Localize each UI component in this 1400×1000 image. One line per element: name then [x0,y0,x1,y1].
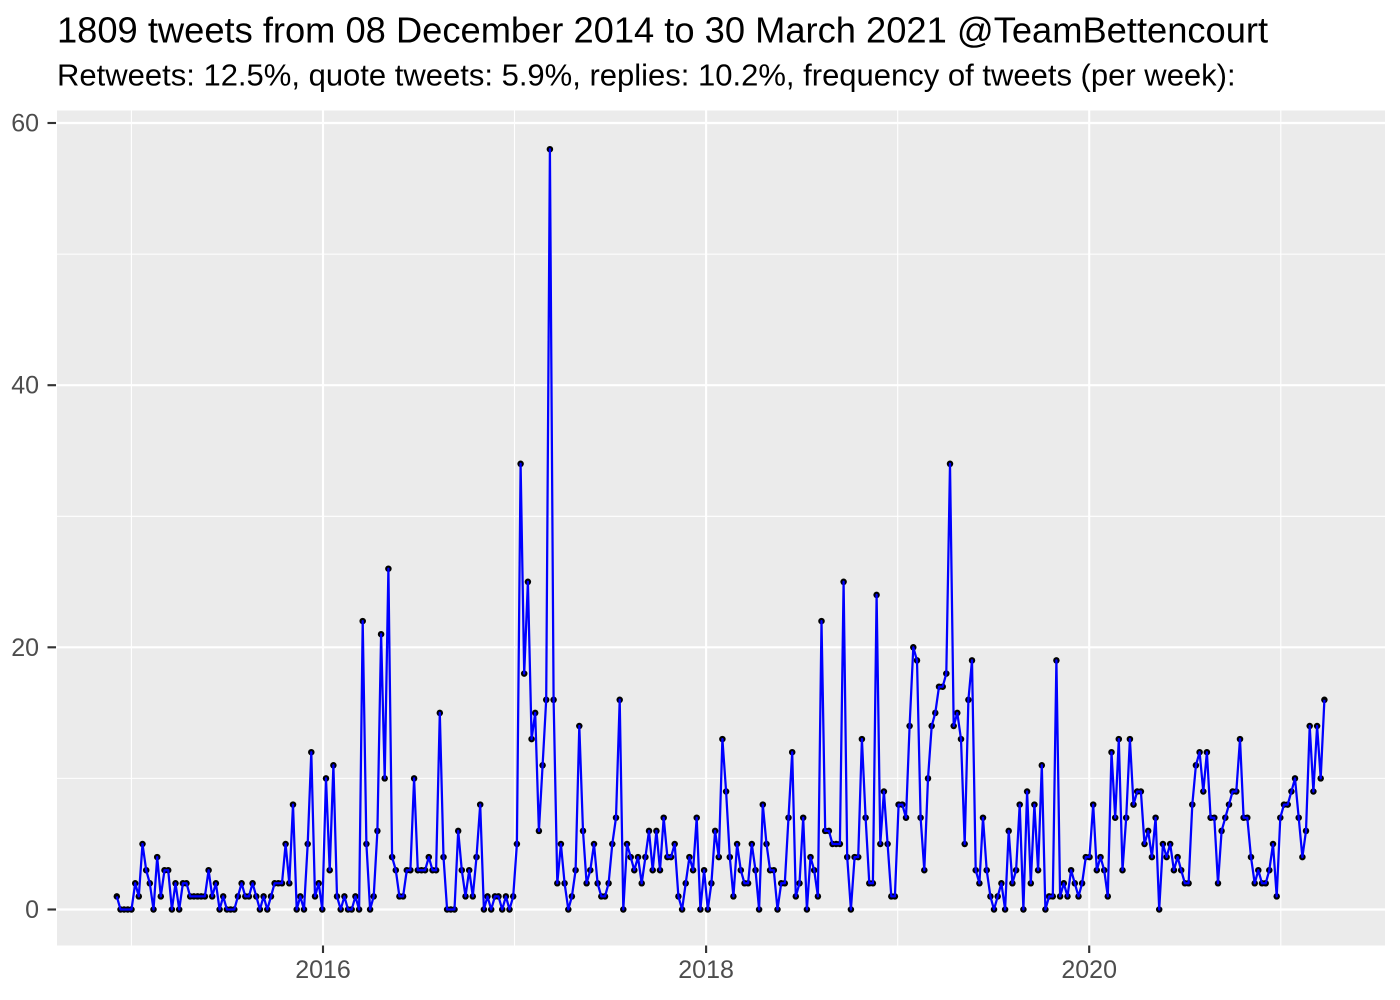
svg-text:40: 40 [11,372,39,400]
svg-text:60: 60 [11,110,39,138]
svg-text:2018: 2018 [678,956,734,984]
svg-text:2020: 2020 [1061,956,1117,984]
svg-text:20: 20 [11,634,39,662]
svg-text:2016: 2016 [295,956,351,984]
svg-text:Retweets: 12.5%, quote tweets:: Retweets: 12.5%, quote tweets: 5.9%, rep… [57,58,1236,93]
svg-text:1809 tweets from 08 December 2: 1809 tweets from 08 December 2014 to 30 … [57,10,1268,51]
svg-text:0: 0 [25,896,39,924]
